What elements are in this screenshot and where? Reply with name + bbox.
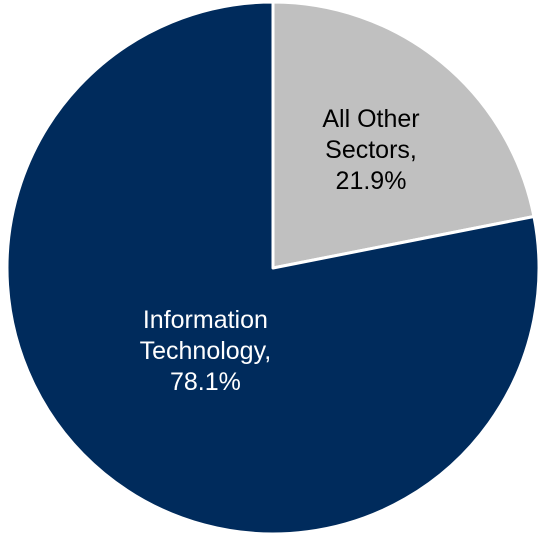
- slice-label-information-technology: Information Technology, 78.1%: [140, 306, 272, 396]
- slice-label-line: Technology,: [140, 337, 272, 365]
- slice-label-line: Information: [143, 306, 268, 334]
- pie-slice-all-other-sectors: [271, 0, 536, 270]
- slice-label-all-other-sectors: All Other Sectors, 21.9%: [322, 105, 419, 195]
- slice-label-line: 78.1%: [170, 368, 241, 396]
- slice-label-line: All Other: [322, 105, 419, 133]
- pie-slice-information-technology: [5, 0, 540, 535]
- pie-slices: [5, 0, 540, 535]
- pie-labels: All Other Sectors, 21.9% Information Technol…: [140, 105, 420, 396]
- slice-label-line: Sectors,: [325, 136, 417, 164]
- slice-label-line: 21.9%: [336, 167, 407, 195]
